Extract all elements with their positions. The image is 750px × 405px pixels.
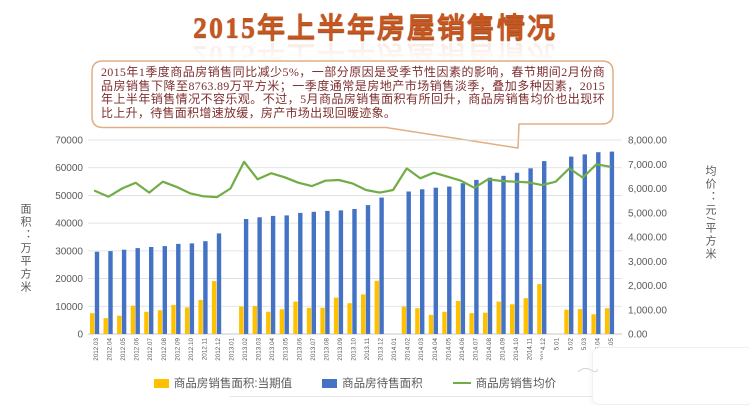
svg-text:2012.06: 2012.06 <box>134 338 141 361</box>
svg-text:2013.06: 2013.06 <box>296 338 303 361</box>
svg-text:8,000.00: 8,000.00 <box>628 136 667 147</box>
sales-area-swatch-icon <box>153 378 169 388</box>
svg-text:2013.05: 2013.05 <box>283 338 290 361</box>
svg-text:2014.07: 2014.07 <box>472 338 479 361</box>
avg-price-line-swatch-icon <box>452 381 471 385</box>
svg-text:2012.10: 2012.10 <box>188 338 195 361</box>
svg-text:2014.10: 2014.10 <box>513 338 520 361</box>
legend-item-avg-price: 商品房销售均价 <box>452 375 557 391</box>
bars-inventory-area <box>94 151 615 334</box>
svg-text:2013.03: 2013.03 <box>256 338 263 361</box>
svg-text:2012.03: 2012.03 <box>93 338 100 361</box>
svg-text:2014.05: 2014.05 <box>445 338 452 361</box>
left-axis-title: 面积：万平方米 <box>19 203 31 294</box>
svg-text:2012.04: 2012.04 <box>107 338 114 361</box>
legend-label: 商品房销售均价 <box>475 378 557 390</box>
svg-text:2014.01: 2014.01 <box>391 338 398 361</box>
svg-text:2014.04: 2014.04 <box>432 338 439 361</box>
svg-text:0: 0 <box>77 330 83 341</box>
svg-text:2013.10: 2013.10 <box>350 338 357 361</box>
svg-text:2013.01: 2013.01 <box>229 338 236 361</box>
page-title: 2015年上半年房屋销售情况 <box>192 13 557 44</box>
legend-label: 商品房待售面积 <box>342 378 423 390</box>
svg-text:1,000.00: 1,000.00 <box>628 305 667 316</box>
svg-text:2015.03: 2015.03 <box>581 338 588 361</box>
svg-text:2,000.00: 2,000.00 <box>628 281 667 292</box>
svg-text:50000: 50000 <box>55 191 83 202</box>
svg-text:2013.04: 2013.04 <box>269 338 276 361</box>
svg-text:2013.12: 2013.12 <box>378 338 385 361</box>
avg-price-line <box>93 160 612 199</box>
bars-sales-area <box>90 280 610 334</box>
x-axis-labels: 2012.03 2012.04 2012.05 2012.06 2012.07 2012.… <box>93 338 615 361</box>
legend-item-inventory-area: 商品房待售面积 <box>322 375 423 391</box>
svg-text:2013.07: 2013.07 <box>310 338 317 361</box>
svg-text:2012.12: 2012.12 <box>215 338 222 361</box>
svg-text:2013.02: 2013.02 <box>242 338 249 361</box>
legend-item-sales-area: 商品房销售面积:当期值 <box>153 375 293 391</box>
bottom-divider <box>230 396 750 397</box>
svg-text:2012.08: 2012.08 <box>161 338 168 361</box>
svg-text:6,000.00: 6,000.00 <box>628 184 667 195</box>
squiggle-mark <box>577 367 598 373</box>
svg-text:70000: 70000 <box>55 136 83 147</box>
svg-text:10000: 10000 <box>55 302 83 313</box>
svg-text:2014.12: 2014.12 <box>540 338 547 361</box>
svg-text:0.00: 0.00 <box>628 330 648 341</box>
summary-text: 2015年1季度商品房销售同比减少5%，一部分原因是受季节性因素的影响，春节期间… <box>101 65 605 120</box>
svg-text:4,000.00: 4,000.00 <box>628 233 667 244</box>
svg-text:2014.02: 2014.02 <box>405 338 412 361</box>
svg-text:2012.05: 2012.05 <box>120 338 127 361</box>
right-axis-title: 均价：元/平方米 <box>704 165 716 262</box>
watermark-blob <box>592 347 750 405</box>
left-axis-ticks: 0 10000 20000 30000 40000 50000 60000 70000 <box>55 136 83 341</box>
right-axis-ticks: 0.00 1,000.00 2,000.00 3,000.00 4,000.00 5,00… <box>628 136 667 341</box>
chart-legend: 商品房销售面积:当期值 商品房待售面积 商品房销售均价 <box>88 373 622 393</box>
svg-text:2015.01: 2015.01 <box>554 338 561 361</box>
svg-text:2012.11: 2012.11 <box>201 338 208 361</box>
svg-text:7,000.00: 7,000.00 <box>628 160 667 171</box>
svg-text:2013.08: 2013.08 <box>323 338 330 361</box>
inventory-area-swatch-icon <box>322 378 338 388</box>
svg-text:3,000.00: 3,000.00 <box>628 257 667 268</box>
svg-text:2014.08: 2014.08 <box>486 338 493 361</box>
svg-text:5,000.00: 5,000.00 <box>628 208 667 219</box>
svg-text:60000: 60000 <box>55 163 83 174</box>
svg-text:2014.03: 2014.03 <box>418 338 425 361</box>
svg-text:2015.02: 2015.02 <box>567 338 574 361</box>
svg-text:2014.09: 2014.09 <box>500 338 507 361</box>
svg-text:2014.06: 2014.06 <box>459 338 466 361</box>
svg-text:2014.11: 2014.11 <box>527 338 534 361</box>
svg-text:40000: 40000 <box>55 219 83 230</box>
svg-text:2012.09: 2012.09 <box>174 338 181 361</box>
svg-text:20000: 20000 <box>55 274 83 285</box>
svg-text:2013.09: 2013.09 <box>337 338 344 361</box>
svg-text:30000: 30000 <box>55 246 83 257</box>
legend-label: 商品房销售面积:当期值 <box>173 378 293 390</box>
svg-text:2012.07: 2012.07 <box>147 338 154 361</box>
svg-text:2013.11: 2013.11 <box>364 338 371 361</box>
